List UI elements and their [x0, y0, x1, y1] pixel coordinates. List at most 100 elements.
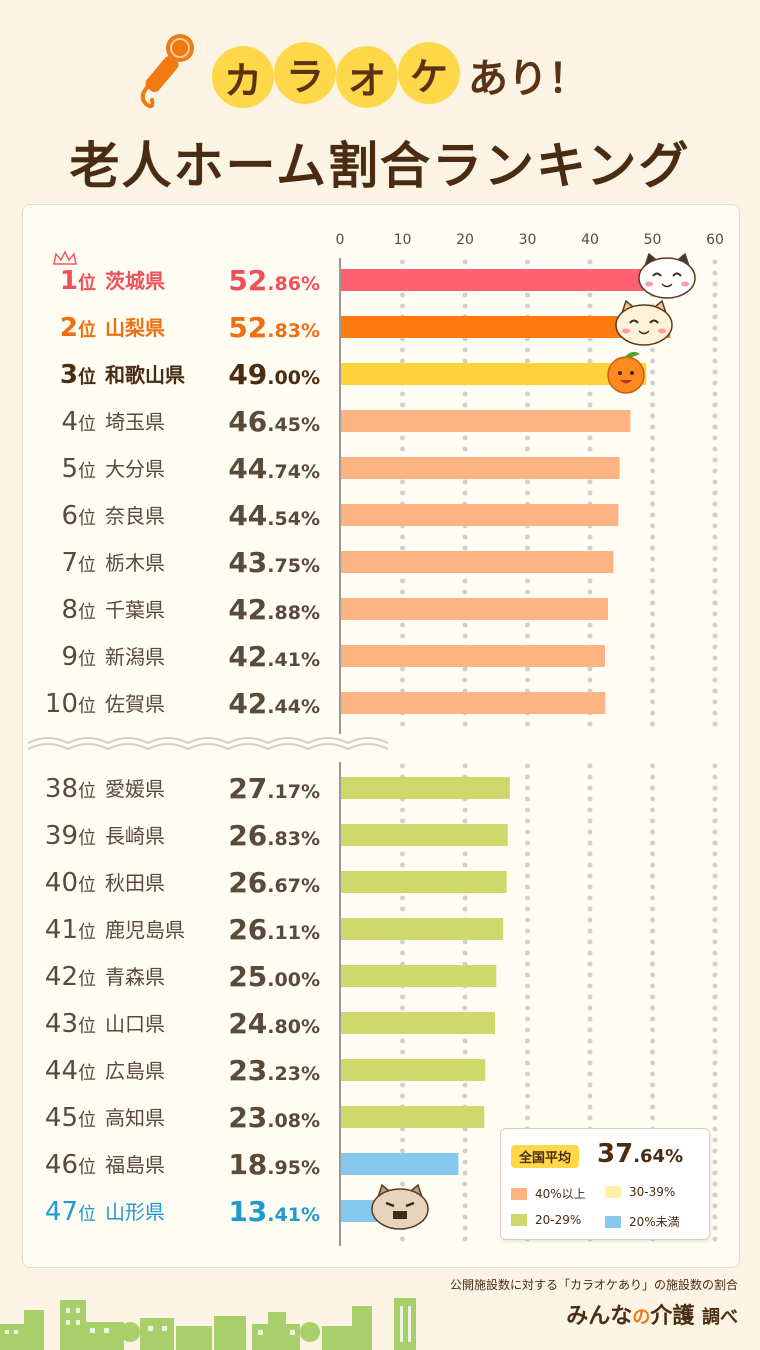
rank-label: 42位 — [45, 962, 96, 992]
legend-item: 20-29% — [511, 1213, 581, 1227]
bar — [341, 598, 608, 620]
rank-label: 46位 — [45, 1150, 96, 1180]
bar — [341, 316, 671, 338]
rank-label: 39位 — [45, 821, 96, 851]
rank-label: 43位 — [45, 1009, 96, 1039]
bar — [341, 457, 620, 479]
footer-note: 公開施設数に対する「カラオケあり」の施設数の割合 — [449, 1278, 738, 1292]
prefecture-label: 茨城県 — [105, 269, 165, 293]
value-label: 43.75% — [228, 546, 320, 579]
prefecture-label: 千葉県 — [105, 598, 165, 622]
prefecture-label: 奈良県 — [105, 504, 165, 528]
title-bubble: ラ — [274, 42, 336, 104]
prefecture-label: 大分県 — [105, 457, 165, 481]
national-average-value: 37.64% — [597, 1139, 684, 1169]
value-label: 26.83% — [228, 819, 320, 852]
value-label: 44.54% — [228, 499, 320, 532]
rank-label: 45位 — [45, 1103, 96, 1133]
grumpy-cat-face-icon — [371, 1183, 429, 1230]
break-separator — [27, 743, 389, 751]
bar — [341, 363, 647, 385]
prefecture-label: 高知県 — [105, 1106, 165, 1130]
value-label: 27.17% — [228, 772, 320, 805]
bar — [341, 410, 631, 432]
prefecture-label: 埼玉県 — [105, 410, 165, 434]
rank-label: 38位 — [45, 774, 96, 804]
value-label: 42.41% — [228, 640, 320, 673]
value-label: 42.44% — [228, 687, 320, 720]
legend-box: 全国平均 37.64% 40%以上 30-39% 20-29% 20%未満 — [500, 1128, 710, 1240]
rank-label: 44位 — [45, 1056, 96, 1086]
orange-mascot-icon — [607, 351, 645, 394]
title-bubble: オ — [336, 46, 398, 108]
legend-item: 40%以上 — [511, 1185, 586, 1202]
prefecture-label: 愛媛県 — [105, 777, 165, 801]
title-area: カ ラ オ ケ あり！ 老人ホーム割合ランキング — [0, 0, 760, 200]
x-tick-label: 30 — [519, 232, 537, 248]
bar — [341, 504, 619, 526]
value-label: 24.80% — [228, 1007, 320, 1040]
legend-swatch — [511, 1187, 527, 1200]
bar — [341, 1153, 459, 1175]
rank-label: 47位 — [45, 1197, 96, 1227]
brand-credit: みんなの介護 調べ — [566, 1304, 738, 1329]
title-bubble: カ — [212, 46, 274, 108]
prefecture-label: 山口県 — [105, 1012, 165, 1036]
page-title: 老人ホーム割合ランキング — [69, 137, 691, 195]
rank-label: 4位 — [61, 407, 96, 437]
value-label: 23.08% — [228, 1101, 320, 1134]
rank-label: 3位 — [60, 360, 96, 390]
calico-cat-face-icon — [638, 252, 696, 299]
bar — [341, 777, 510, 799]
x-tick-label: 60 — [706, 232, 724, 248]
bar — [341, 965, 497, 987]
value-label: 44.74% — [228, 452, 320, 485]
title-bubble: ケ — [398, 42, 460, 104]
bar — [341, 1106, 485, 1128]
national-average-badge: 全国平均 — [511, 1145, 580, 1168]
bar — [341, 645, 606, 667]
value-label: 23.23% — [228, 1054, 320, 1087]
prefecture-label: 山形県 — [105, 1200, 165, 1224]
legend-swatch — [605, 1215, 621, 1228]
x-tick-label: 0 — [336, 232, 345, 248]
rank-label: 1位 — [60, 266, 96, 296]
x-tick-label: 10 — [394, 232, 412, 248]
value-label: 49.00% — [228, 358, 320, 391]
value-label: 25.00% — [228, 960, 320, 993]
title-tail: あり！ — [468, 56, 588, 102]
x-tick-label: 20 — [456, 232, 474, 248]
rank-label: 7位 — [61, 548, 96, 578]
legend-swatch — [605, 1186, 621, 1198]
prefecture-label: 山梨県 — [105, 316, 165, 340]
prefecture-label: 栃木県 — [105, 551, 165, 575]
value-label: 46.45% — [228, 405, 320, 438]
rank-label: 40位 — [45, 868, 96, 898]
rank-label: 8位 — [61, 595, 96, 625]
bar — [341, 1012, 495, 1034]
bar — [341, 1059, 486, 1081]
rank-label: 10位 — [45, 689, 96, 719]
value-label: 26.11% — [228, 913, 320, 946]
prefecture-label: 秋田県 — [105, 871, 165, 895]
microphone-icon — [140, 34, 194, 109]
value-label: 26.67% — [228, 866, 320, 899]
prefecture-label: 長崎県 — [105, 824, 165, 848]
rank-label: 6位 — [61, 501, 96, 531]
legend-item: 30-39% — [605, 1185, 675, 1199]
legend-item: 20%未満 — [605, 1213, 680, 1230]
legend-swatch — [511, 1214, 527, 1226]
bar — [341, 551, 614, 573]
tabby-cat-face-icon — [615, 299, 673, 346]
crown-icon — [53, 250, 77, 265]
bar — [341, 692, 606, 714]
prefecture-label: 青森県 — [105, 965, 165, 989]
prefecture-label: 鹿児島県 — [105, 918, 185, 942]
rank-label: 41位 — [45, 915, 96, 945]
value-label: 13.41% — [228, 1195, 320, 1228]
value-label: 52.86% — [228, 264, 320, 297]
bar — [341, 824, 508, 846]
town-skyline-illustration — [0, 1298, 416, 1350]
x-tick-label: 50 — [644, 232, 662, 248]
rank-label: 2位 — [60, 313, 96, 343]
